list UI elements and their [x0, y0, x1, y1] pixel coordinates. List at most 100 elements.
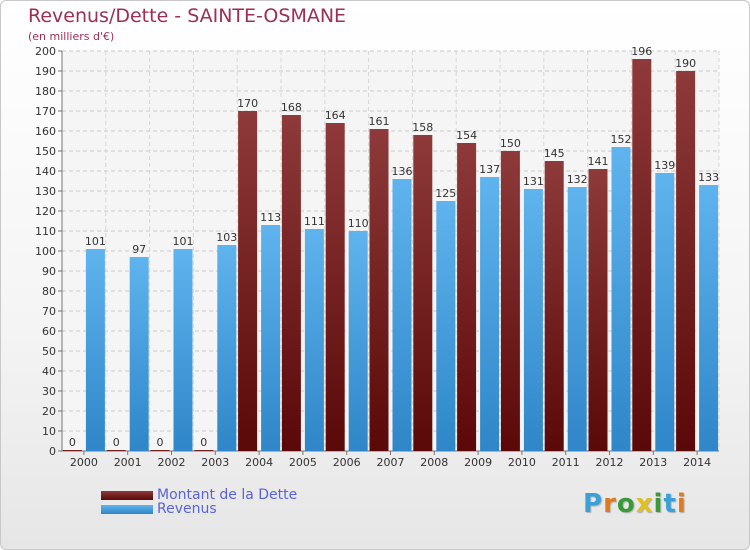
data-label-dette: 164	[325, 109, 346, 122]
legend-swatch-dette	[101, 490, 153, 500]
data-label-revenus: 132	[567, 173, 588, 186]
x-tick-label: 2002	[158, 456, 186, 469]
x-axis: 2000 2001 2002 2003 2004 2005 2006 2007 2008 2009…	[70, 451, 711, 469]
x-tick-label: 2008	[420, 456, 448, 469]
bar-dette	[106, 450, 126, 451]
bar-revenus	[436, 201, 456, 451]
y-tick-label: 100	[35, 245, 56, 258]
bar-dette	[457, 143, 477, 451]
data-label-revenus: 111	[304, 215, 325, 228]
y-tick-label: 0	[49, 445, 56, 458]
y-tick-label: 160	[35, 125, 56, 138]
data-label-revenus: 110	[348, 217, 369, 230]
bar-revenus	[523, 189, 543, 451]
data-label-dette: 168	[281, 101, 302, 114]
y-tick-label: 70	[42, 305, 56, 318]
x-tick-label: 2013	[639, 456, 667, 469]
y-tick-label: 80	[42, 285, 56, 298]
y-tick-label: 10	[42, 425, 56, 438]
data-label-revenus: 97	[132, 243, 146, 256]
y-tick-label: 140	[35, 165, 56, 178]
y-tick-label: 180	[35, 85, 56, 98]
data-label-dette: 0	[200, 436, 207, 449]
bar-revenus	[261, 225, 281, 451]
x-tick-label: 2004	[245, 456, 273, 469]
data-label-revenus: 139	[654, 159, 675, 172]
bars: 0 101 0 97 0 101 0 103 170 113 168 111 164 110 161 136 1…	[62, 45, 719, 451]
bar-revenus	[217, 245, 237, 451]
data-label-revenus: 101	[173, 235, 194, 248]
data-label-dette: 190	[675, 57, 696, 70]
logo-letter: t	[663, 489, 677, 519]
bar-dette	[194, 450, 214, 451]
y-tick-label: 40	[42, 365, 56, 378]
bar-dette	[544, 161, 564, 451]
y-tick-label: 190	[35, 65, 56, 78]
x-tick-label: 2001	[114, 456, 142, 469]
x-tick-label: 2011	[552, 456, 580, 469]
bar-dette	[62, 450, 82, 451]
y-tick-label: 90	[42, 265, 56, 278]
data-label-dette: 170	[237, 97, 258, 110]
legend-label-revenus: Revenus	[157, 501, 217, 517]
data-label-revenus: 103	[216, 231, 237, 244]
bar-revenus	[655, 173, 675, 451]
data-label-revenus: 136	[392, 165, 413, 178]
data-label-revenus: 133	[698, 171, 719, 184]
data-label-dette: 141	[588, 155, 609, 168]
legend-swatch-revenus	[101, 504, 153, 514]
data-label-dette: 154	[456, 129, 477, 142]
data-label-dette: 161	[369, 115, 390, 128]
x-tick-label: 2010	[508, 456, 536, 469]
bar-dette	[281, 115, 301, 451]
y-tick-label: 50	[42, 345, 56, 358]
data-label-dette: 145	[544, 147, 565, 160]
x-tick-label: 2005	[289, 456, 317, 469]
chart-subtitle: (en milliers d'€)	[28, 30, 115, 43]
data-label-revenus: 137	[479, 163, 500, 176]
logo-letter: P	[583, 489, 604, 519]
y-tick-label: 200	[35, 45, 56, 58]
x-tick-label: 2009	[464, 456, 492, 469]
x-tick-label: 2003	[201, 456, 229, 469]
x-tick-label: 2006	[333, 456, 361, 469]
bar-dette	[413, 135, 433, 451]
data-label-revenus: 101	[85, 235, 106, 248]
data-label-revenus: 113	[260, 211, 281, 224]
y-tick-label: 170	[35, 105, 56, 118]
x-tick-label: 2014	[683, 456, 711, 469]
bar-revenus	[567, 187, 587, 451]
bar-dette	[369, 129, 389, 451]
bar-dette	[588, 169, 608, 451]
data-label-dette: 0	[113, 436, 120, 449]
data-label-dette: 0	[69, 436, 76, 449]
y-tick-label: 130	[35, 185, 56, 198]
data-label-dette: 196	[631, 45, 652, 58]
data-label-revenus: 131	[523, 175, 544, 188]
data-label-dette: 0	[157, 436, 164, 449]
bar-dette	[150, 450, 170, 451]
legend-item-revenus: Revenus	[101, 501, 217, 517]
bar-revenus	[348, 231, 368, 451]
x-tick-label: 2007	[377, 456, 405, 469]
bar-revenus	[392, 179, 412, 451]
bar-revenus	[304, 229, 324, 451]
y-axis: 0 10 20 30 40 50 60 70 80 90 100 110 120 130 140 150 160…	[35, 45, 719, 458]
y-tick-label: 110	[35, 225, 56, 238]
bar-revenus	[699, 185, 719, 451]
logo-letter: x	[635, 489, 654, 519]
x-tick-label: 2000	[70, 456, 98, 469]
y-tick-label: 120	[35, 205, 56, 218]
logo-letter: i	[676, 489, 687, 519]
data-label-revenus: 125	[435, 187, 456, 200]
y-tick-label: 20	[42, 405, 56, 418]
data-label-dette: 150	[500, 137, 521, 150]
y-tick-label: 30	[42, 385, 56, 398]
bar-revenus	[480, 177, 500, 451]
legend-label-dette: Montant de la Dette	[157, 487, 298, 503]
data-label-dette: 158	[412, 121, 433, 134]
legend-item-dette: Montant de la Dette	[101, 487, 297, 503]
logo-letter: o	[616, 489, 636, 519]
